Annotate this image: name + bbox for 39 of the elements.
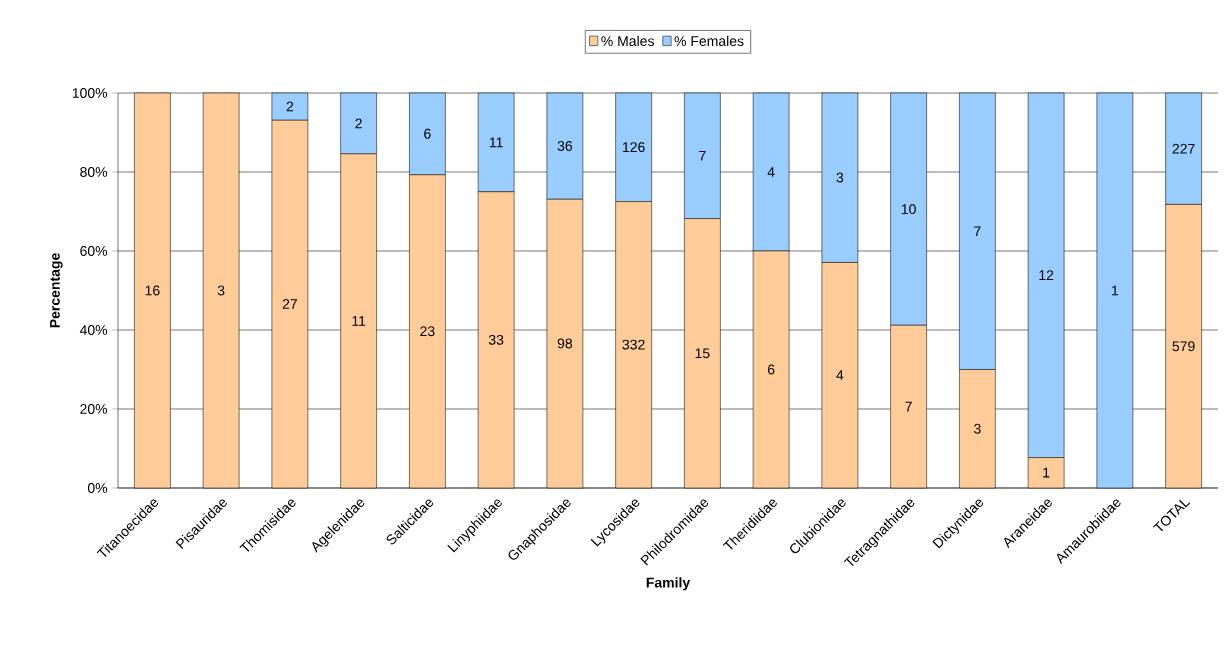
annotation: 227 (1172, 143, 1195, 154)
y-tick-label: 100% (72, 88, 108, 98)
annotation: 126 (623, 142, 645, 153)
annotation: 33 (488, 334, 504, 345)
y-tick-label: 0% (87, 483, 108, 493)
annotation: 15 (695, 348, 710, 359)
annotation: 7 (974, 226, 981, 237)
x-axis-title: Family (646, 577, 691, 591)
annotation: 6 (424, 128, 431, 139)
y-tick-label: 80% (80, 167, 108, 177)
annotation: 12 (1039, 270, 1054, 280)
annotation: 11 (489, 137, 503, 148)
annotation: 7 (905, 401, 912, 412)
annotation: 579 (1172, 341, 1195, 352)
annotation: 2 (286, 101, 294, 112)
legend-label: % Females (674, 35, 744, 47)
annotation: 4 (767, 167, 775, 177)
y-axis-title: Percentage (50, 253, 63, 328)
annotation: 3 (836, 172, 844, 183)
annotation: 4 (836, 370, 844, 380)
annotation: 1 (1112, 285, 1119, 296)
annotation: 27 (282, 299, 297, 309)
annotation: 3 (217, 285, 225, 296)
annotation: 332 (622, 339, 645, 350)
annotation: 1 (1043, 467, 1050, 478)
annotation: 98 (557, 338, 573, 349)
annotation: 23 (420, 326, 435, 337)
y-tick-label: 60% (80, 246, 108, 256)
annotation: 16 (145, 285, 160, 296)
y-tick-label: 40% (79, 325, 108, 335)
annotation: 6 (767, 364, 775, 375)
annotation: 7 (699, 150, 706, 161)
annotation: 11 (352, 316, 366, 326)
annotation: 3 (974, 423, 981, 434)
y-tick-label: 20% (80, 404, 108, 414)
annotation: 36 (557, 140, 573, 151)
legend-label: % Males (601, 35, 654, 47)
annotation: 2 (355, 118, 362, 129)
annotation: 10 (901, 204, 916, 215)
